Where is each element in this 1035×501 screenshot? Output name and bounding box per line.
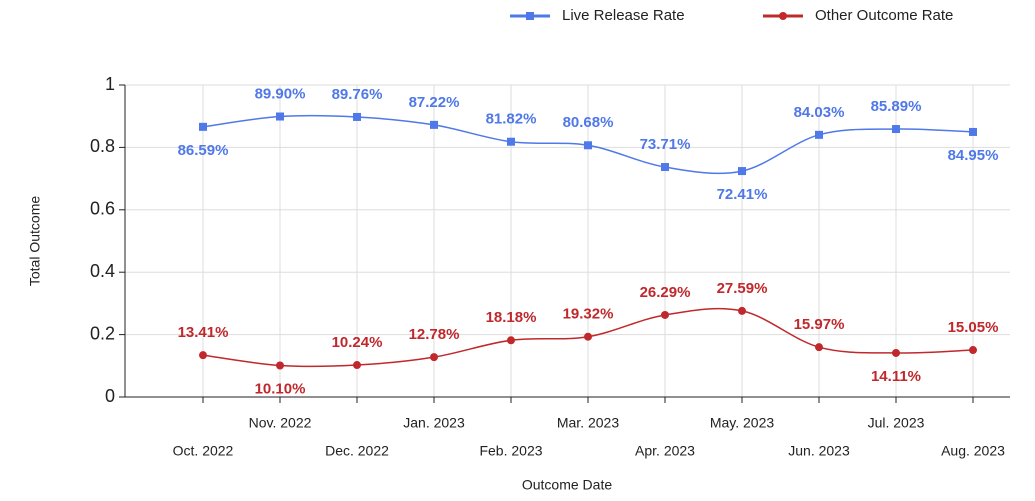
x-tick-label: Mar. 2023 [557, 415, 619, 431]
marker [815, 130, 823, 139]
marker [969, 127, 977, 136]
value-label: 72.41% [717, 186, 768, 203]
x-tick-label: Apr. 2023 [635, 443, 695, 459]
marker [969, 346, 977, 355]
y-tick-label: 0.2 [90, 323, 115, 343]
x-tick-label: May. 2023 [710, 415, 775, 431]
x-axis-label: Outcome Date [522, 477, 612, 493]
value-label: 18.18% [486, 309, 537, 326]
x-tick-label: Nov. 2022 [249, 415, 312, 431]
marker [584, 332, 592, 341]
x-tick-label: Jun. 2023 [788, 443, 850, 459]
marker [661, 310, 669, 319]
y-tick-label: 1 [105, 74, 115, 94]
legend-label: Live Release Rate [562, 7, 685, 24]
marker [430, 120, 438, 129]
marker [276, 361, 284, 370]
marker [430, 353, 438, 362]
legend-marker [526, 12, 534, 20]
value-label: 19.32% [563, 306, 614, 323]
value-label: 86.59% [178, 142, 229, 159]
x-tick-label: Jan. 2023 [403, 415, 465, 431]
value-label: 26.29% [640, 284, 691, 301]
marker [353, 112, 361, 121]
marker [892, 125, 900, 134]
marker [507, 336, 515, 345]
value-label: 84.95% [948, 147, 999, 164]
value-label: 81.82% [486, 111, 537, 128]
marker [199, 122, 207, 131]
marker [584, 141, 592, 150]
value-label: 15.05% [948, 319, 999, 336]
marker [892, 348, 900, 357]
marker [738, 167, 746, 176]
legend-label: Other Outcome Rate [815, 7, 953, 24]
y-tick-label: 0.4 [90, 261, 115, 281]
value-label: 15.97% [794, 316, 845, 333]
value-label: 87.22% [409, 94, 460, 111]
marker [276, 112, 284, 121]
value-label: 10.24% [332, 334, 383, 351]
marker [815, 343, 823, 352]
value-label: 13.41% [178, 324, 229, 341]
value-label: 84.03% [794, 104, 845, 121]
value-label: 12.78% [409, 326, 460, 343]
y-tick-label: 0 [105, 386, 115, 406]
legend-marker [779, 12, 787, 20]
value-label: 14.11% [871, 368, 921, 385]
value-label: 89.76% [332, 86, 383, 103]
x-tick-label: Dec. 2022 [325, 443, 389, 459]
marker [353, 361, 361, 370]
marker [661, 163, 669, 172]
value-label: 27.59% [717, 280, 768, 297]
y-tick-label: 0.6 [90, 199, 115, 219]
x-tick-label: Oct. 2022 [173, 443, 234, 459]
x-tick-label: Jul. 2023 [868, 415, 925, 431]
value-label: 80.68% [563, 114, 614, 131]
marker [507, 137, 515, 146]
y-tick-label: 0.8 [90, 136, 115, 156]
value-label: 73.71% [640, 136, 691, 153]
y-axis-label: Total Outcome [27, 196, 43, 286]
value-label: 10.10% [255, 380, 306, 397]
x-tick-label: Feb. 2023 [479, 443, 542, 459]
value-label: 89.90% [255, 85, 306, 102]
x-tick-label: Aug. 2023 [941, 443, 1005, 459]
value-label: 85.89% [871, 98, 922, 115]
marker [199, 351, 207, 360]
marker [738, 306, 746, 315]
